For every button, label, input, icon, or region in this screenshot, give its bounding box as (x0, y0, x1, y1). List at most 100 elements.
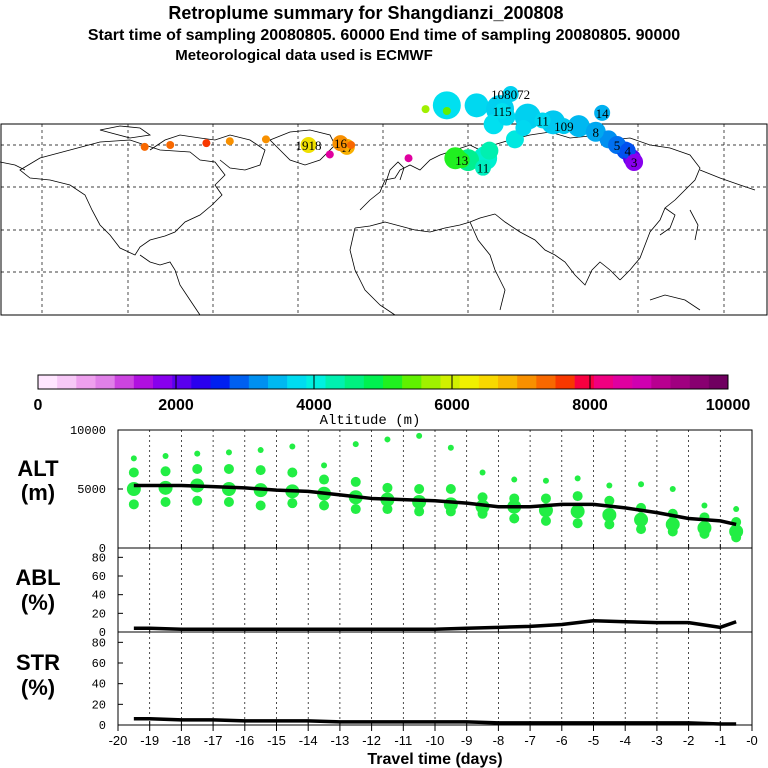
colorbar-cell (210, 375, 230, 389)
colorbar-cell (651, 375, 671, 389)
colorbar-cell (38, 375, 58, 389)
alt-cluster-dot (384, 436, 391, 443)
alt-cluster-dot (287, 498, 298, 509)
colorbar-cell (383, 375, 403, 389)
panel-ytick-label: 0 (99, 719, 106, 733)
colorbar-frame (37, 374, 729, 390)
map-marker: 11 (475, 159, 492, 176)
colorbar-cell (153, 375, 173, 389)
x-tick-label: -16 (235, 733, 254, 748)
colorbar-cell (363, 375, 384, 389)
colorbar-cell (555, 375, 575, 389)
alt-cluster-dot (128, 499, 139, 510)
abl-panel: 80 60 40 20 0 (92, 547, 753, 640)
map-marker-label: 13 (455, 153, 468, 168)
colorbar-cell (402, 375, 422, 389)
alt-cluster-dot (511, 476, 518, 483)
panel-ytick-label: 80 (92, 636, 106, 650)
alt-cluster-dot (574, 475, 581, 482)
map-marker-label: 14 (596, 106, 610, 121)
colorbar-cells (38, 375, 729, 389)
x-tick-label: -2 (683, 733, 695, 748)
alt-cluster-dot (352, 441, 359, 448)
abl-label: ABL (15, 565, 60, 590)
panel-ytick-label: 0 (99, 626, 106, 640)
colorbar-cell (191, 375, 211, 389)
colorbar-tick-label: 0 (34, 397, 43, 414)
plume-blob (567, 115, 590, 138)
alt-cluster-dot (223, 496, 234, 507)
map-panel: 19181716131111511109854314108072 (0, 86, 768, 316)
colorbar-cell (229, 375, 250, 389)
x-tick-label: -20 (109, 733, 128, 748)
map-marker: 3 (626, 154, 643, 170)
x-tick-label: -15 (267, 733, 286, 748)
colorbar-cell (459, 375, 480, 389)
colorbar-cell (268, 375, 288, 389)
alt-cluster-dot (509, 493, 520, 504)
map-marker-dot (534, 112, 551, 129)
map-marker-label: 5 (614, 138, 621, 153)
colorbar-cell (689, 375, 710, 389)
map-marker-label: 115 (493, 104, 512, 119)
colorbar-cell (478, 375, 499, 389)
map-marker-label: 11 (536, 113, 549, 128)
colorbar-cell (57, 375, 77, 389)
alt-cluster-dot (223, 463, 234, 474)
panel-ytick-label: 10000 (70, 424, 106, 438)
alt-cluster-dot (414, 506, 425, 517)
alt-cluster-dot (445, 484, 456, 494)
map-marker-dot (475, 159, 492, 176)
map-marker: 13 (453, 152, 470, 169)
colorbar-cell (708, 375, 729, 389)
map-small-dot (325, 150, 334, 159)
alt-cluster-dot (130, 455, 137, 462)
panel-ytick-label: 40 (92, 589, 106, 603)
map-markers: 19181716131111511109854314108072 (140, 86, 644, 176)
map-marker-dot (453, 152, 470, 169)
colorbar-cell (517, 375, 537, 389)
map-small-dot (442, 107, 451, 115)
alt-cluster-dot (638, 481, 645, 488)
map-small-dot (166, 141, 175, 149)
x-tick-label: -3 (651, 733, 663, 748)
alt-cluster-dot (572, 491, 583, 502)
colorbar-cell (76, 375, 96, 389)
map-small-dot (225, 137, 234, 146)
met-data-subtitle: Meteorological data used is ECMWF (175, 47, 433, 64)
alt-cluster-dot (540, 493, 551, 504)
chart-title: Retroplume summary for Shangdianzi_20080… (168, 3, 564, 23)
map-small-dot (261, 135, 270, 144)
colorbar-cell (593, 375, 614, 389)
map-marker: 1918 (296, 137, 322, 153)
map-marker: 108072 (491, 86, 530, 102)
x-tick-label: -4 (619, 733, 631, 748)
panel-ytick-label: 60 (92, 570, 106, 584)
map-marker-dot (332, 135, 349, 152)
x-tick-label: -12 (362, 733, 381, 748)
alt-cluster-dot (289, 443, 296, 450)
colorbar-cell (95, 375, 115, 389)
colorbar-tick-label: 6000 (434, 397, 470, 414)
alt-cluster-dot (602, 507, 617, 522)
map-marker: 8 (587, 123, 604, 140)
alt-cluster-dot (636, 524, 647, 535)
colorbar-cell (344, 375, 365, 389)
colorbar-cell (440, 375, 460, 389)
alt-cluster-dot (701, 502, 708, 509)
plume-blob (464, 93, 489, 118)
plume-blob (480, 141, 499, 160)
map-marker-dot (555, 118, 572, 135)
alt-cluster-dot (162, 452, 169, 459)
map-marker-label: 3 (631, 155, 638, 170)
map-marker-label: 109 (554, 119, 574, 134)
colorbar-tick-label: 10000 (706, 397, 751, 414)
map-marker-dot (587, 123, 604, 140)
alt-cluster-dot (192, 463, 203, 474)
alt-cluster-dot (319, 500, 330, 511)
x-tick-label: -7 (524, 733, 536, 748)
colorbar-cell (172, 375, 192, 389)
x-axis: -20 -19 -18 -17 -16 -15 -14 -13 -12 -11 -10 -9 -8 -7 -… (109, 725, 758, 768)
alt-cluster-dot (697, 520, 712, 535)
alt-cluster-dot (192, 495, 203, 506)
